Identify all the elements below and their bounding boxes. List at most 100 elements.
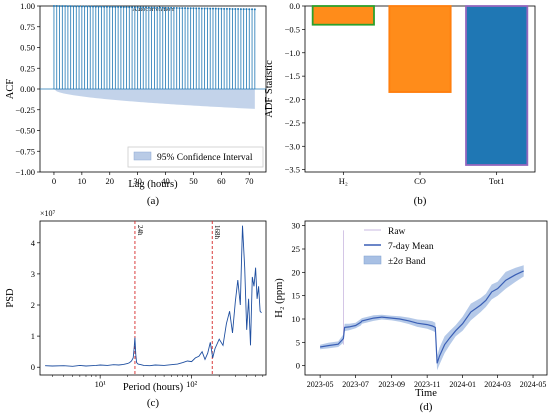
acf-marker: [203, 7, 206, 10]
acf-marker: [105, 5, 108, 8]
acf-marker: [253, 8, 256, 11]
acf-marker: [214, 7, 217, 10]
y-tick-label: 30: [292, 221, 301, 231]
panel-b-x-ticks: H₂ CO Tot1: [339, 172, 504, 186]
x-tick-label: 2024-05: [520, 380, 547, 389]
acf-marker: [75, 5, 78, 8]
acf-marker: [150, 6, 153, 9]
y-tick-label: −0.50: [15, 126, 35, 136]
panel-a: Autocorrelation 0 10 20 30 40 50 60 70 −1.00 −0.…: [5, 1, 267, 207]
acf-marker: [245, 8, 248, 11]
acf-marker: [153, 6, 156, 9]
panel-d-legend-band: ±2σ Band: [388, 257, 426, 267]
acf-marker: [119, 6, 122, 9]
panel-a-legend: 95% Confidence Interval: [127, 146, 264, 168]
acf-marker: [111, 5, 114, 8]
y-tick-label: −0.25: [15, 105, 35, 115]
acf-marker: [72, 5, 75, 8]
x-tick-label: 2024-03: [484, 380, 511, 389]
panel-d-sigma-band: [320, 265, 524, 371]
panel-c-caption: (c): [147, 397, 160, 409]
panel-b-y-ticks: 0.0 −0.5 −1.0 −1.5 −2.0 −2.5 −3.0 −3.5: [285, 1, 305, 175]
panel-c-y-ticks: 0 1 2 3 4: [31, 238, 40, 372]
acf-marker: [211, 7, 214, 10]
panel-a-x-ticks: 0 10 20 30 40 50 60 70: [52, 172, 254, 186]
y-tick-label: 3: [31, 269, 35, 279]
acf-marker: [108, 5, 111, 8]
y-tick-label: 0.00: [20, 84, 35, 94]
y-tick-label: 15: [292, 291, 301, 301]
x-tick-label: 2024-01: [449, 380, 476, 389]
acf-marker: [92, 5, 95, 8]
x-tick-label: 2023-05: [307, 380, 334, 389]
acf-marker: [83, 5, 86, 8]
acf-marker: [131, 6, 134, 9]
y-tick-label: 0: [31, 362, 35, 372]
x-tick-label: 2023-11: [414, 380, 440, 389]
acf-marker: [248, 8, 251, 11]
panel-d-legend: Raw 7-day Mean ±2σ Band: [363, 227, 434, 267]
acf-marker: [117, 6, 120, 9]
reference-line-label: 24h: [136, 225, 144, 236]
y-tick-label: −3.0: [285, 141, 300, 151]
y-tick-label: 20: [292, 267, 301, 277]
acf-marker: [164, 6, 167, 9]
y-tick-label: −0.75: [15, 146, 35, 156]
y-tick-label: 2: [31, 300, 35, 310]
y-tick-label: 1: [31, 331, 35, 341]
acf-marker: [156, 6, 159, 9]
panel-b-caption: (b): [414, 195, 427, 207]
acf-marker: [158, 6, 161, 9]
adf-bar: [388, 5, 452, 93]
acf-marker: [86, 5, 89, 8]
acf-marker: [251, 8, 254, 11]
panel-c-y-multiplier: ×10⁷: [40, 209, 56, 218]
y-tick-label: −2.5: [285, 118, 300, 128]
y-tick-label: −2.0: [285, 95, 300, 105]
acf-marker: [237, 8, 240, 11]
acf-marker: [220, 7, 223, 10]
acf-marker: [58, 5, 61, 8]
x-tick-label: 2023-09: [378, 380, 405, 389]
acf-marker: [128, 6, 131, 9]
reference-line-label: 168h: [213, 225, 221, 240]
panel-a-confidence-band: [53, 89, 255, 109]
panel-d-legend-band-swatch: [363, 255, 382, 265]
x-tick-label: H₂: [339, 176, 348, 186]
panel-a-y-ticks: −1.00 −0.75 −0.50 −0.25 0.00 0.25 0.50 0.75 1.00: [15, 1, 40, 177]
acf-marker: [114, 6, 117, 9]
y-tick-label: 25: [292, 244, 301, 254]
acf-marker: [239, 8, 242, 11]
acf-marker: [161, 6, 164, 9]
panel-c-reference-lines: 24h 168h: [134, 221, 221, 375]
panel-a-legend-swatch: [133, 151, 152, 161]
panel-d-axes-frame: [304, 220, 548, 376]
y-tick-label: 0.0: [289, 1, 300, 11]
acf-marker: [206, 7, 209, 10]
acf-marker: [80, 5, 83, 8]
panel-d-legend-mean: 7-day Mean: [388, 242, 434, 252]
panel-d-legend-raw: Raw: [388, 227, 406, 237]
acf-marker: [78, 5, 81, 8]
acf-marker: [170, 6, 173, 9]
acf-marker: [97, 5, 100, 8]
acf-marker: [189, 7, 192, 10]
acf-marker: [100, 5, 103, 8]
y-tick-label: 0.50: [20, 43, 35, 53]
acf-marker: [133, 6, 136, 9]
panel-a-caption: (a): [147, 195, 160, 207]
panel-d-caption: (d): [420, 401, 433, 413]
acf-marker: [139, 6, 142, 9]
acf-marker: [242, 8, 245, 11]
acf-marker: [217, 7, 220, 10]
panel-d-x-ticks: 2023-05 2023-07 2023-09 2023-11 2024-01 2024-…: [307, 375, 547, 389]
panel-d-xlabel: Time: [415, 388, 437, 399]
panel-c: ×10⁷ 24h 168h 10¹ 10² 0 1 2 3 4 Period (hours)…: [5, 209, 267, 409]
y-tick-label: 4: [31, 238, 36, 248]
x-tick-label: 30: [133, 176, 142, 186]
acf-marker: [175, 7, 178, 10]
panel-a-ylabel: ACF: [5, 79, 16, 100]
panel-a-title: Autocorrelation: [132, 6, 174, 13]
acf-marker: [228, 7, 231, 10]
